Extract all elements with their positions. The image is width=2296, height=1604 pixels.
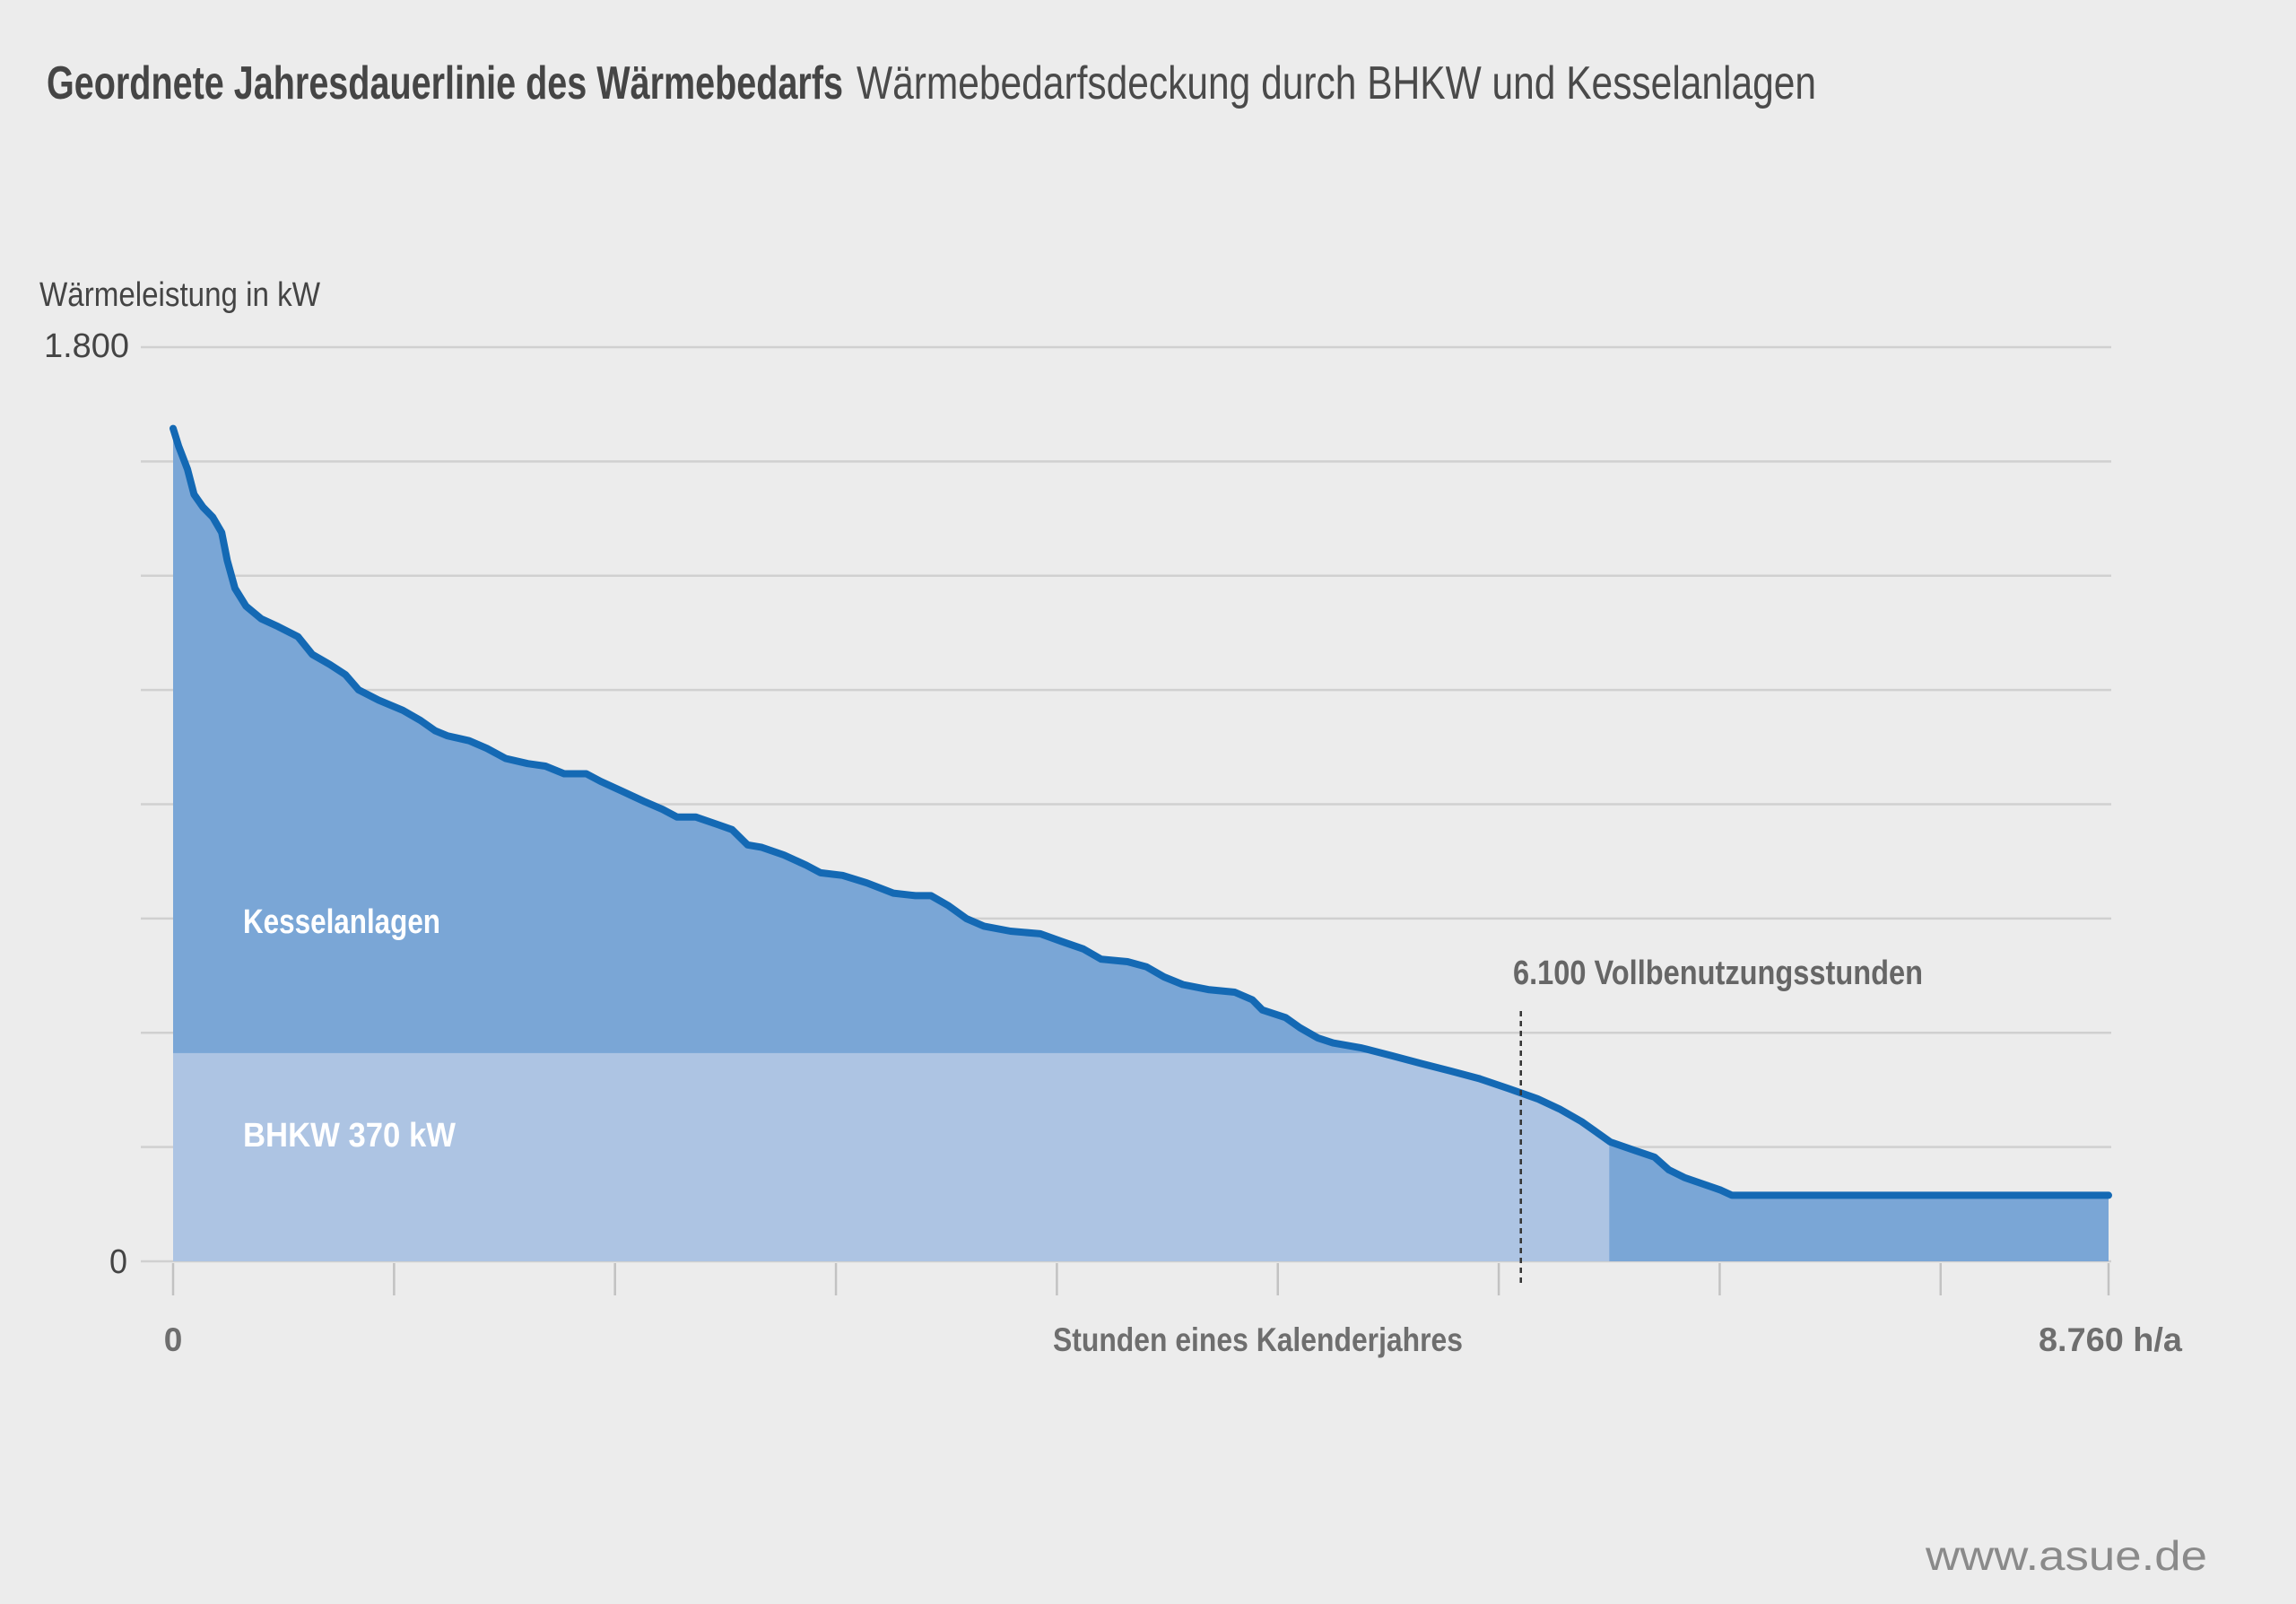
area-layer xyxy=(173,428,2109,1262)
x-tick-label-max: 8.760 h/a xyxy=(2039,1321,2182,1358)
x-axis-label: Stunden eines Kalenderjahres xyxy=(1053,1321,1463,1358)
line-layer xyxy=(170,424,2112,1199)
tick-layer xyxy=(171,1011,2110,1295)
y-tick-label-max: 1.800 xyxy=(44,327,129,365)
y-tick-label-zero: 0 xyxy=(109,1243,127,1281)
chart-title: Geordnete Jahresdauerlinie des Wärmebeda… xyxy=(47,57,843,109)
source-url: www.asue.de xyxy=(1925,1532,2207,1579)
x-tick-label-zero: 0 xyxy=(164,1321,183,1358)
bhkw-label: BHKW 370 kW xyxy=(243,1117,456,1155)
bhkw-area xyxy=(173,1052,1610,1261)
chart-subtitle: Wärmebedarfsdeckung durch BHKW und Kesse… xyxy=(857,57,1816,109)
duration-curve-line xyxy=(170,424,2112,1199)
vollbenutzungsstunden-annotation: 6.100 Vollbenutzungsstunden xyxy=(1513,955,1923,992)
y-axis-label: Wärmeleistung in kW xyxy=(39,276,320,314)
kesselanlagen-label: Kesselanlagen xyxy=(243,903,440,941)
